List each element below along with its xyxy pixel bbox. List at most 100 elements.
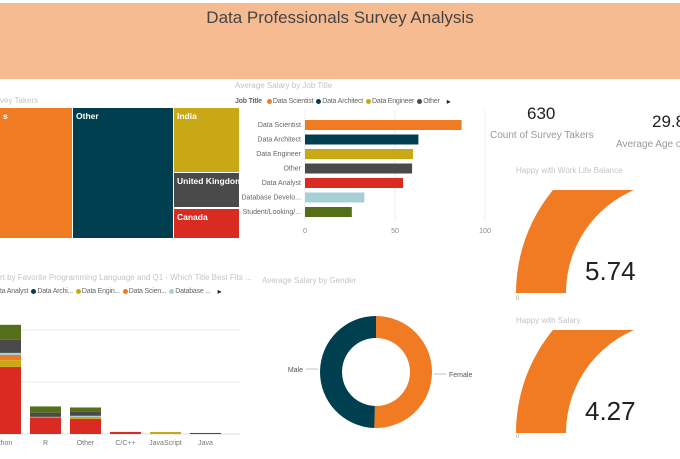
stacked-legend: ta Analyst Data Archi... Data Engin... D… [0,287,222,296]
legend-item[interactable]: Data Scientist [272,98,314,105]
y-category-label: Data Architect [257,137,301,144]
legend-item[interactable]: ta Analyst [0,288,29,295]
x-category-label: JavaScript [149,440,182,447]
stack-segment [110,431,141,434]
donut-slice-female [374,316,432,428]
gauge-title: Happy with Work Life Balance [516,166,623,175]
legend-dot [316,99,322,104]
x-category-label: C/C++ [115,440,135,447]
donut-label-male: Male [288,367,303,374]
legend-label: Job Title [235,98,262,105]
tile-label: United Kingdom [177,176,239,186]
legend-item[interactable]: Data Engin... [81,288,120,295]
y-category-label: Other [283,166,301,173]
donut-slice-male [320,316,376,428]
treemap-tile-canada[interactable]: Canada [174,209,239,238]
tile-label: s [3,111,8,121]
gauge-fill [516,190,635,293]
stack-segment [70,411,101,416]
legend-item[interactable]: Data Architect [322,98,364,105]
x-tick-label: 50 [391,228,399,235]
legend-dot [169,289,175,294]
donut-label-female: Female [449,372,472,379]
page-title: Data Professionals Survey Analysis [206,8,474,27]
stack-segment [30,416,61,418]
legend-dot [417,99,423,104]
stack-segment [0,354,21,361]
legend-dot [266,99,272,104]
header-banner [0,3,680,79]
x-category-label: thon [0,440,12,447]
bar [305,192,365,203]
kpi-count-value: 630 [527,104,556,123]
bar [305,149,413,159]
x-tick-label: 100 [479,228,491,235]
legend-item[interactable]: Data Engineer [372,98,415,105]
treemap-tile-united-kingdom[interactable]: United Kingdom [174,173,239,207]
x-category-label: R [43,440,48,447]
legend-item[interactable]: Other [423,98,440,105]
gauge-track [641,330,680,433]
y-category-label: Data Engineer [256,151,301,158]
stack-segment [190,432,221,434]
stack-segment [0,339,21,353]
y-category-label: Data Scientist [258,122,301,129]
treemap: s Other India United Kingdom Canada [0,108,240,238]
stack-segment [0,352,21,355]
treemap-tile-united-states[interactable]: s [0,108,72,238]
stack-segment [0,360,21,367]
tile-label: Canada [177,212,208,222]
stack-segment [30,412,61,417]
tile-label: India [177,111,197,121]
donut-chart: Male Female [288,316,472,428]
bar [305,178,404,188]
stack-segment [0,324,21,340]
y-category-label: Database Develo... [241,195,301,202]
legend-item[interactable]: Data Archi... [37,288,73,295]
legend-next-arrow-icon[interactable]: ▸ [217,287,222,296]
stack-segment [0,366,21,434]
stack-segment [30,406,61,413]
legend-next-arrow-icon[interactable]: ▸ [446,97,451,106]
salary-by-job-chart: 0 50 100 Data Scientist Data Architect Data E… [241,110,491,235]
x-category-label: Other [77,440,95,447]
y-category-label: Data Analyst [262,180,301,187]
y-category-label: Student/Looking/... [243,209,301,216]
stack-segment [70,417,101,419]
legend-dot [122,289,128,294]
gauge-min: 0 [516,296,520,302]
treemap-tile-other[interactable]: Other [73,108,173,238]
stack-segment [70,415,101,417]
legend-dot [75,289,81,294]
treemap-tile-india[interactable]: India [174,108,239,172]
gauge-value: 4.27 [585,396,636,426]
bar [305,134,419,145]
gauge-salary [516,330,680,433]
legend-item[interactable]: Data Scien... [128,288,167,295]
legend-item[interactable]: Database ... [175,288,211,295]
gauge-title: Happy with Salary [516,316,581,325]
kpi-age-value: 29.8 [652,112,680,131]
gauge-fill [516,330,635,433]
kpi-count-label: Count of Survey Takers [490,130,594,141]
gauge-work-life [516,190,635,293]
stack-segment [70,418,101,434]
legend-dot [366,99,372,104]
tile-label: Other [76,111,99,121]
stack-segment [70,407,101,412]
stack-segment [30,417,61,434]
gauge-min: 0 [516,434,520,440]
gauge-value: 5.74 [585,256,636,286]
legend-dot [31,289,37,294]
stack-segment [70,416,101,418]
bar [305,207,352,217]
x-category-label: Java [198,440,213,447]
salary-by-job-title: Average Salary by Job Title [235,81,333,90]
treemap-title: vey Takers [0,96,39,105]
x-tick-label: 0 [303,228,307,235]
stacked-column-chart: thon R Other C/C++ JavaScript Java [0,324,240,447]
bar [305,163,413,174]
salary-by-job-legend: Job Title Data Scientist Data Architect … [235,97,451,106]
kpi-age-label: Average Age of [616,139,680,150]
bar [305,120,462,130]
